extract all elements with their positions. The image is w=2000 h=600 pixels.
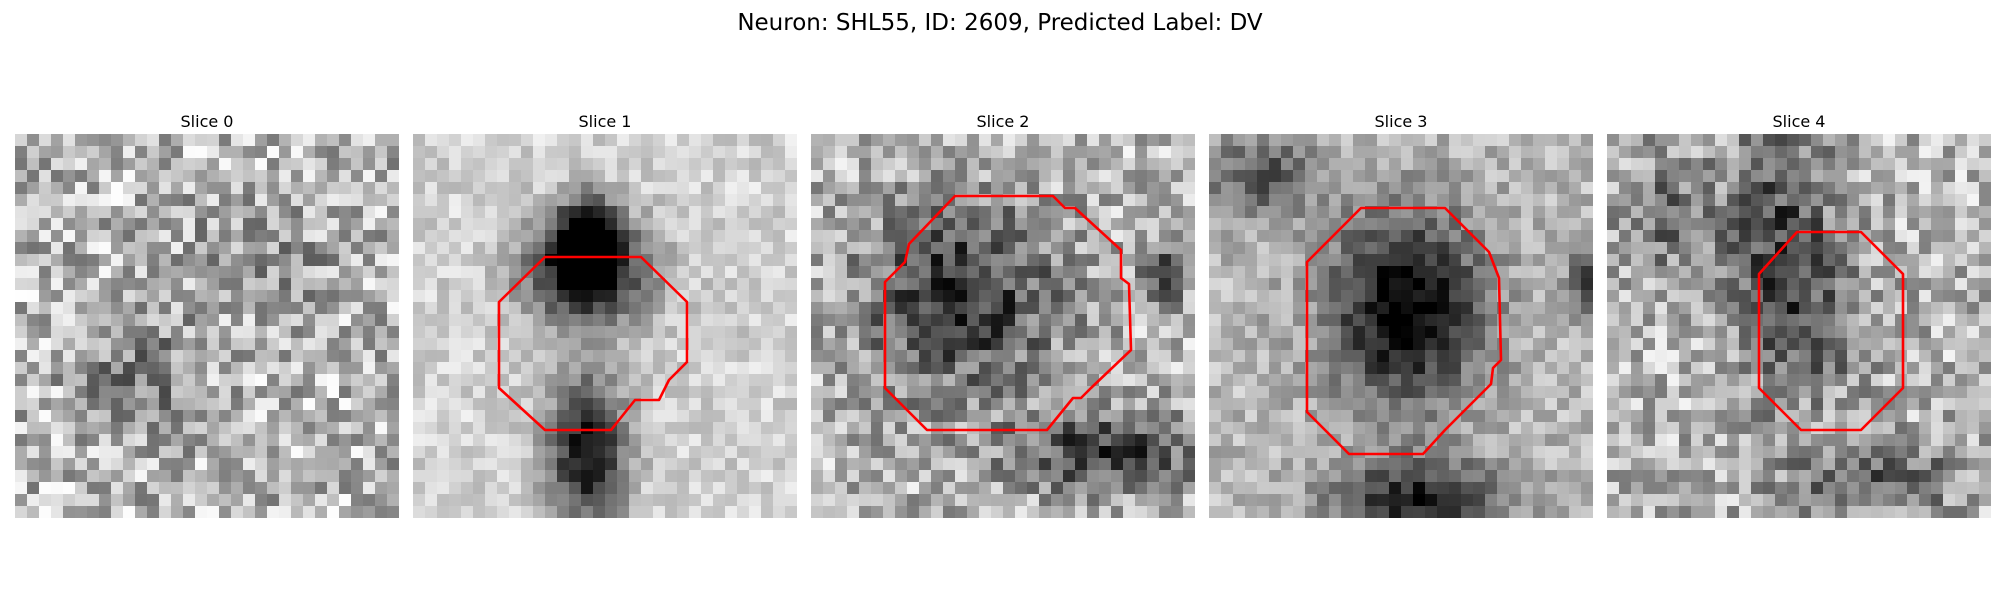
slice-panel-0: Slice 0: [15, 110, 399, 518]
slice-title-4: Slice 4: [1772, 112, 1826, 131]
slice-panel-1: Slice 1: [413, 110, 797, 518]
roi-contour-1: [497, 255, 689, 432]
slice-image-4: [1607, 134, 1991, 518]
figure-title: Neuron: SHL55, ID: 2609, Predicted Label…: [737, 10, 1263, 36]
slice-title-2: Slice 2: [976, 112, 1030, 131]
slice-panel-3: Slice 3: [1209, 110, 1593, 518]
slice-image-0: [15, 134, 399, 518]
roi-outline-1: [497, 255, 689, 432]
slice-panel-2: Slice 2: [811, 110, 1195, 518]
slice-image-1: [413, 134, 797, 518]
slice-title-3: Slice 3: [1374, 112, 1428, 131]
slice-title-0: Slice 0: [180, 112, 234, 131]
slice-panel-4: Slice 4: [1607, 110, 1991, 518]
roi-outline-2: [883, 194, 1133, 432]
roi-contour-4: [1757, 230, 1905, 432]
roi-contour-2: [883, 194, 1133, 432]
slice-title-1: Slice 1: [578, 112, 632, 131]
roi-outline-3: [1305, 206, 1503, 456]
roi-contour-3: [1305, 206, 1503, 456]
roi-outline-4: [1757, 230, 1905, 432]
